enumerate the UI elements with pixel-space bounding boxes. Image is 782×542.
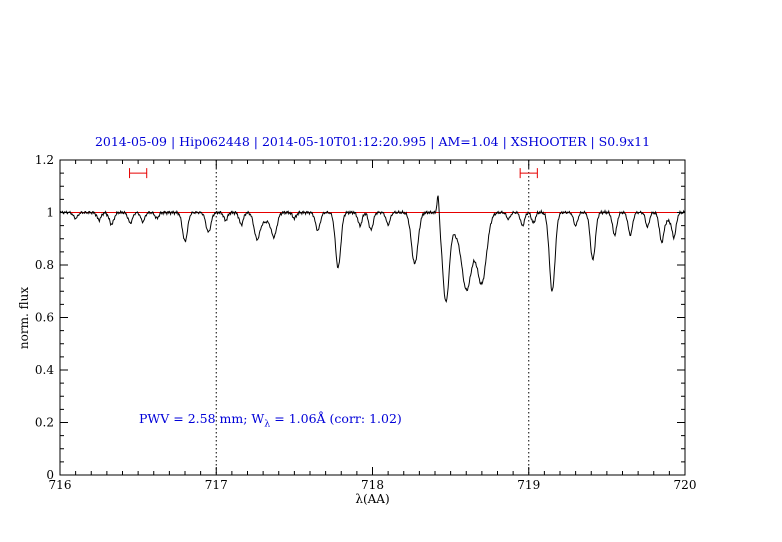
y-tick-label: 1: [46, 206, 54, 220]
y-tick-label: 0.4: [35, 363, 54, 377]
y-tick-label: 0.2: [35, 416, 54, 430]
y-tick-label: 0.8: [35, 258, 54, 272]
y-tick-label: 1.2: [35, 153, 54, 167]
spectrum-path: [59, 195, 686, 303]
x-tick-label: 718: [361, 478, 384, 492]
x-tick-label: 719: [517, 478, 540, 492]
plot-title: 2014-05-09 | Hip062448 | 2014-05-10T01:1…: [94, 134, 651, 149]
annotation-lambda-subscript: λ: [264, 418, 271, 430]
annotation-pre: PWV = 2.58 mm; W: [139, 411, 265, 426]
x-axis-label: λ(AA): [355, 492, 390, 506]
x-tick-label: 720: [674, 478, 697, 492]
y-axis-label: norm. flux: [17, 286, 31, 350]
y-tick-label: 0: [46, 468, 54, 482]
y-tick-label: 0.6: [35, 311, 54, 325]
x-tick-label: 716: [49, 478, 72, 492]
x-tick-label: 717: [205, 478, 228, 492]
pwv-annotation: PWV = 2.58 mm; Wλ = 1.06Å (corr: 1.02): [139, 411, 402, 430]
annotation-post: = 1.06Å (corr: 1.02): [270, 411, 402, 426]
